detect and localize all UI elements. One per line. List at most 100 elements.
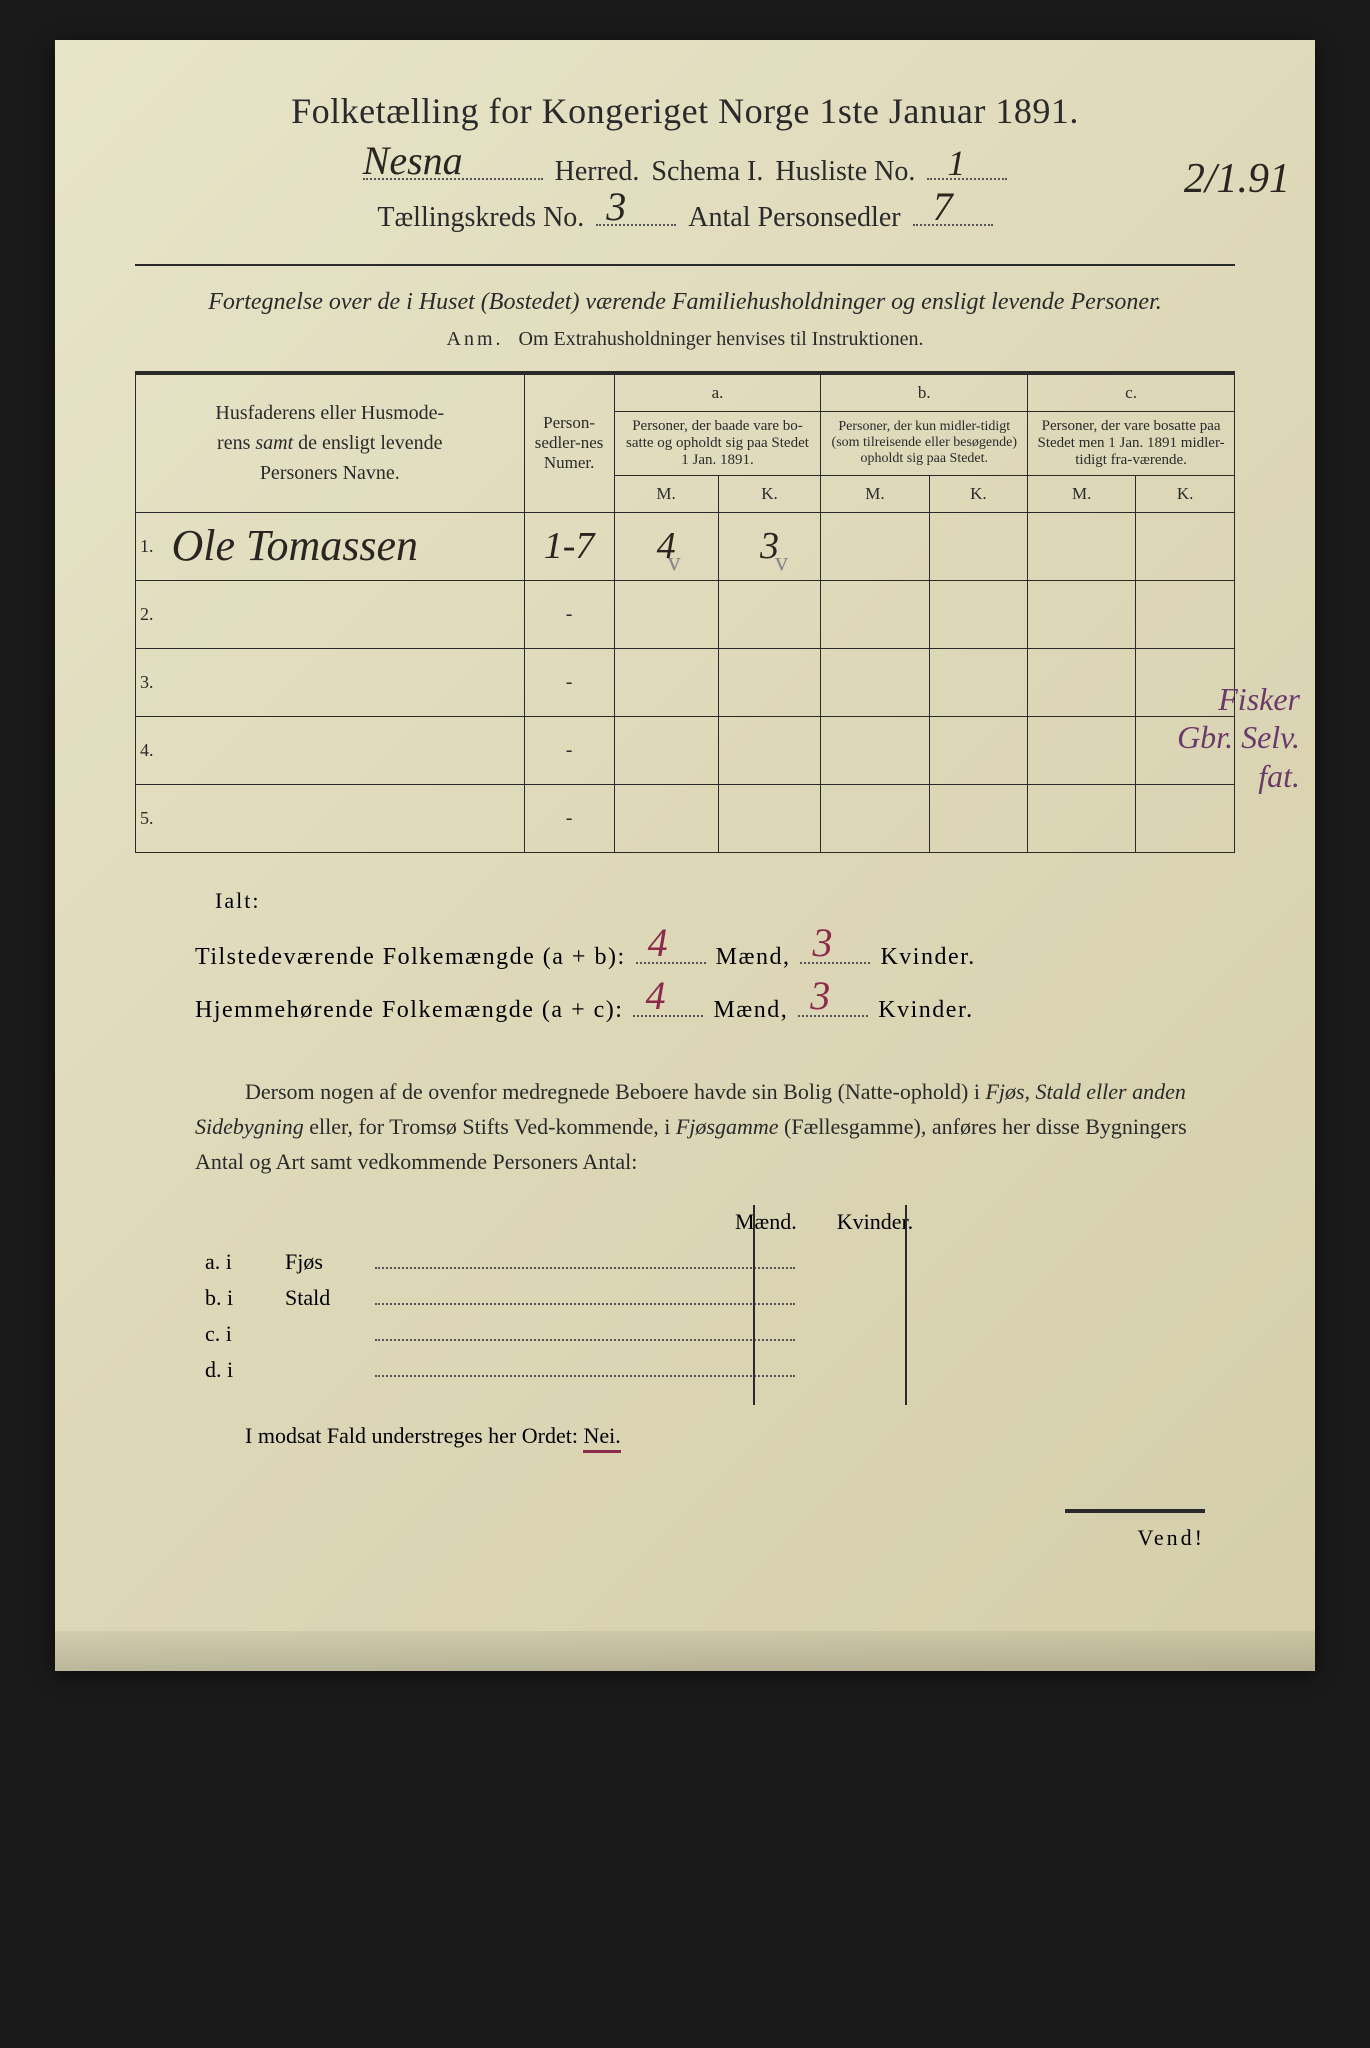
col-a-label: a. xyxy=(614,373,821,412)
summary-resident-m-field: 4 xyxy=(633,985,703,1017)
kreds-label: Tællingskreds No. xyxy=(377,202,584,234)
sb-kvinder-label: Kvinder. xyxy=(837,1209,913,1235)
col-c-m: M. xyxy=(1028,475,1136,512)
summary-resident-k-field: 3 xyxy=(798,985,868,1017)
row-ck xyxy=(1136,512,1235,580)
row-cm xyxy=(1028,580,1136,648)
summary-present-k: 3 xyxy=(812,919,834,966)
side-building-row: c. i xyxy=(205,1317,1235,1347)
row-bk xyxy=(929,512,1028,580)
sb-row-name: Fjøs xyxy=(285,1249,355,1275)
row-am xyxy=(614,648,718,716)
col-a-m: M. xyxy=(614,475,718,512)
col-c-k: K. xyxy=(1136,475,1235,512)
table-row: 4. - xyxy=(136,716,1235,784)
col-header-names: Husfaderens eller Husmode-rens samt de e… xyxy=(136,373,525,513)
row-person-num: 1-7 xyxy=(544,525,595,567)
sb-dots xyxy=(375,1317,795,1341)
sb-dots xyxy=(375,1281,795,1305)
row-ck xyxy=(1136,580,1235,648)
maend-label-1: Mænd, xyxy=(716,944,791,971)
table-row: 5. - xyxy=(136,784,1235,852)
summary-present-m: 4 xyxy=(648,919,670,966)
husliste-value: 1 xyxy=(947,142,965,184)
sb-maend-label: Mænd. xyxy=(735,1209,797,1235)
row-ak xyxy=(718,580,821,648)
row-cm xyxy=(1028,648,1136,716)
row-person: 1-7 xyxy=(524,512,614,580)
husliste-label: Husliste No. xyxy=(775,156,915,188)
anm-label: Anm. xyxy=(447,328,504,350)
divider-1 xyxy=(135,264,1235,266)
row-person: - xyxy=(524,648,614,716)
sb-dots xyxy=(375,1245,795,1269)
side-building-list: a. i Fjøs b. i Stald c. i d. i xyxy=(205,1245,1235,1383)
sb-row-label: c. i xyxy=(205,1321,265,1347)
margin-occupation-note: FiskerGbr. Selv.fat. xyxy=(1177,680,1300,795)
page-title: Folketælling for Kongeriget Norge 1ste J… xyxy=(135,90,1235,132)
row-bm xyxy=(821,512,929,580)
col-a-k: K. xyxy=(718,475,821,512)
sb-row-name: Stald xyxy=(285,1285,355,1311)
side-building-row: a. i Fjøs xyxy=(205,1245,1235,1275)
sb-vline-1 xyxy=(753,1205,755,1405)
anm-line: Anm. Om Extrahusholdninger henvises til … xyxy=(135,328,1235,351)
table-row: 3. - xyxy=(136,648,1235,716)
row-cm xyxy=(1028,512,1136,580)
row-bm xyxy=(821,580,929,648)
side-building-paragraph: Dersom nogen af de ovenfor medregnede Be… xyxy=(195,1074,1205,1180)
row-name-cell: Ole Tomassen xyxy=(162,512,525,580)
summary-resident-label: Hjemmehørende Folkemængde (a + c): xyxy=(195,997,623,1024)
kreds-field: 3 xyxy=(596,198,676,226)
row-number: 2. xyxy=(136,580,162,648)
side-building-row: b. i Stald xyxy=(205,1281,1235,1311)
row-bk xyxy=(929,784,1028,852)
summary-present: Tilstedeværende Folkemængde (a + b): 4 M… xyxy=(195,932,1235,971)
row-am xyxy=(614,784,718,852)
row-cm xyxy=(1028,784,1136,852)
row-number: 1. xyxy=(136,512,162,580)
anm-text: Om Extrahusholdninger henvises til Instr… xyxy=(519,328,924,350)
side-building-row: d. i xyxy=(205,1353,1235,1383)
row-ak: 3v xyxy=(718,512,821,580)
row-number: 5. xyxy=(136,784,162,852)
nei-line: I modsat Fald understreges her Ordet: Ne… xyxy=(245,1423,1235,1449)
summary-present-m-field: 4 xyxy=(636,932,706,964)
sb-row-label: b. i xyxy=(205,1285,265,1311)
antal-field: 7 xyxy=(913,198,993,226)
census-table: Husfaderens eller Husmode-rens samt de e… xyxy=(135,371,1235,853)
sb-dots xyxy=(375,1353,795,1377)
row-name-cell xyxy=(162,784,525,852)
herred-value: Nesna xyxy=(363,137,463,184)
row-bm xyxy=(821,716,929,784)
summary-present-k-field: 3 xyxy=(800,932,870,964)
vend-label: Vend! xyxy=(1065,1509,1205,1551)
header-line-2: Tællingskreds No. 3 Antal Personsedler 7 xyxy=(135,198,1235,234)
col-a-desc: Personer, der baade vare bo-satte og oph… xyxy=(614,411,821,475)
sb-row-label: d. i xyxy=(205,1357,265,1383)
table-row: 1. Ole Tomassen 1-7 4v 3v xyxy=(136,512,1235,580)
sb-vline-2 xyxy=(905,1205,907,1405)
col-b-k: K. xyxy=(929,475,1028,512)
row-number: 3. xyxy=(136,648,162,716)
row-bk xyxy=(929,648,1028,716)
row-name-cell xyxy=(162,648,525,716)
row-person: - xyxy=(524,784,614,852)
col-b-label: b. xyxy=(821,373,1028,412)
row-am: 4v xyxy=(614,512,718,580)
row-bm xyxy=(821,784,929,852)
row-cm xyxy=(1028,716,1136,784)
antal-value: 7 xyxy=(933,183,953,230)
side-building-headers: Mænd. Kvinder. xyxy=(735,1209,1235,1235)
row-name-cell xyxy=(162,716,525,784)
col-header-person: Person-sedler-nes Numer. xyxy=(524,373,614,513)
kvinder-label-1: Kvinder. xyxy=(880,944,975,971)
col-c-desc: Personer, der vare bosatte paa Stedet me… xyxy=(1028,411,1235,475)
col-b-desc: Personer, der kun midler-tidigt (som til… xyxy=(821,411,1028,475)
row-ak xyxy=(718,784,821,852)
kvinder-label-2: Kvinder. xyxy=(878,997,973,1024)
row-name: Ole Tomassen xyxy=(172,521,419,570)
row-bk xyxy=(929,716,1028,784)
row-bm xyxy=(821,648,929,716)
row-person: - xyxy=(524,580,614,648)
